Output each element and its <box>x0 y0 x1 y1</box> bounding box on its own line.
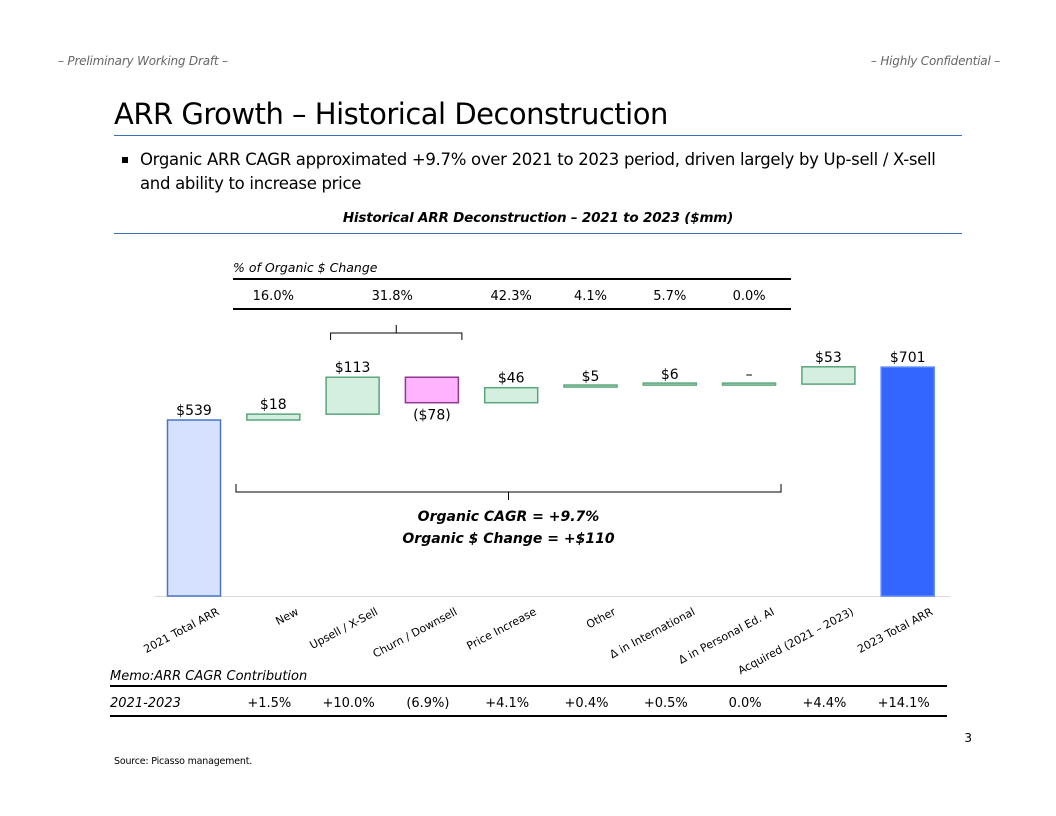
bar-2023-total-arr <box>880 366 935 597</box>
bar-other <box>563 384 618 388</box>
bar-churn-downsell <box>404 376 460 404</box>
draft-label: – Preliminary Working Draft – <box>58 54 228 68</box>
bar-acquired-2021-2023 <box>801 366 856 385</box>
pct-organic-value: 0.0% <box>733 289 766 304</box>
x-tick-label: Price Increase <box>465 605 539 653</box>
organic-bracket <box>235 484 782 500</box>
data-label: $539 <box>176 403 212 419</box>
bar-in-international <box>642 382 698 386</box>
bar-2021-total-arr <box>166 419 222 597</box>
x-tick-label: New <box>273 605 300 628</box>
memo-value: 0.0% <box>729 696 762 711</box>
bar-new <box>246 413 301 421</box>
data-label: $113 <box>335 360 371 376</box>
x-tick-label: Churn / Downsell <box>371 605 460 660</box>
pct-organic-value: 5.7% <box>653 289 686 304</box>
bar-upsell-x-sell <box>325 376 380 415</box>
page-number: 3 <box>964 731 972 745</box>
memo-value: (6.9%) <box>406 696 449 711</box>
x-tick-label: Other <box>584 605 618 631</box>
memo-value: +14.1% <box>878 696 930 711</box>
bullet-point: Organic ARR CAGR approximated +9.7% over… <box>122 148 952 196</box>
source-note: Source: Picasso management. <box>114 756 253 767</box>
memo-value: +10.0% <box>322 696 374 711</box>
data-label: $18 <box>260 397 287 413</box>
x-tick-label: 2023 Total ARR <box>855 605 935 656</box>
memo-value: +0.4% <box>565 696 609 711</box>
pct-organic-value: 31.8% <box>372 289 413 304</box>
chart-title-rule <box>114 233 962 234</box>
data-label: $53 <box>815 350 842 366</box>
page-title: ARR Growth – Historical Deconstruction <box>114 97 668 131</box>
bullet-text: Organic ARR CAGR approximated +9.7% over… <box>140 150 936 193</box>
memo-value: +4.1% <box>485 696 529 711</box>
memo-row-label: 2021-2023 <box>110 696 181 711</box>
pct-organic-value: 42.3% <box>491 289 532 304</box>
data-label: $6 <box>661 367 679 383</box>
data-label: $701 <box>890 350 926 366</box>
memo-label: Memo:ARR CAGR Contribution <box>110 669 307 684</box>
data-label: ($78) <box>413 408 451 424</box>
pct-organic-label: % of Organic $ Change <box>233 260 378 275</box>
organic-cagr-annotation: Organic CAGR = +9.7% <box>418 509 600 525</box>
x-tick-label: Upsell / X-Sell <box>308 605 380 652</box>
bar-price-increase <box>483 386 539 404</box>
organic-change-annotation: Organic $ Change = +$110 <box>402 531 614 547</box>
x-tick-label: 2021 Total ARR <box>142 605 222 656</box>
bullet-square-icon <box>122 157 128 163</box>
data-label: – <box>746 367 753 383</box>
bar-in-personal-ed-ai <box>721 382 777 386</box>
memo-value: +4.4% <box>802 696 846 711</box>
memo-value: +0.5% <box>644 696 688 711</box>
upsell-churn-bracket <box>330 325 463 340</box>
title-rule <box>114 135 962 136</box>
data-label: $5 <box>582 369 600 385</box>
memo-value: +1.5% <box>247 696 291 711</box>
chart-title: Historical ARR Deconstruction – 2021 to … <box>342 210 734 226</box>
pct-organic-value: 4.1% <box>574 289 607 304</box>
data-label: $46 <box>498 371 525 387</box>
pct-organic-value: 16.0% <box>253 289 294 304</box>
confidential-label: – Highly Confidential – <box>870 54 1000 68</box>
